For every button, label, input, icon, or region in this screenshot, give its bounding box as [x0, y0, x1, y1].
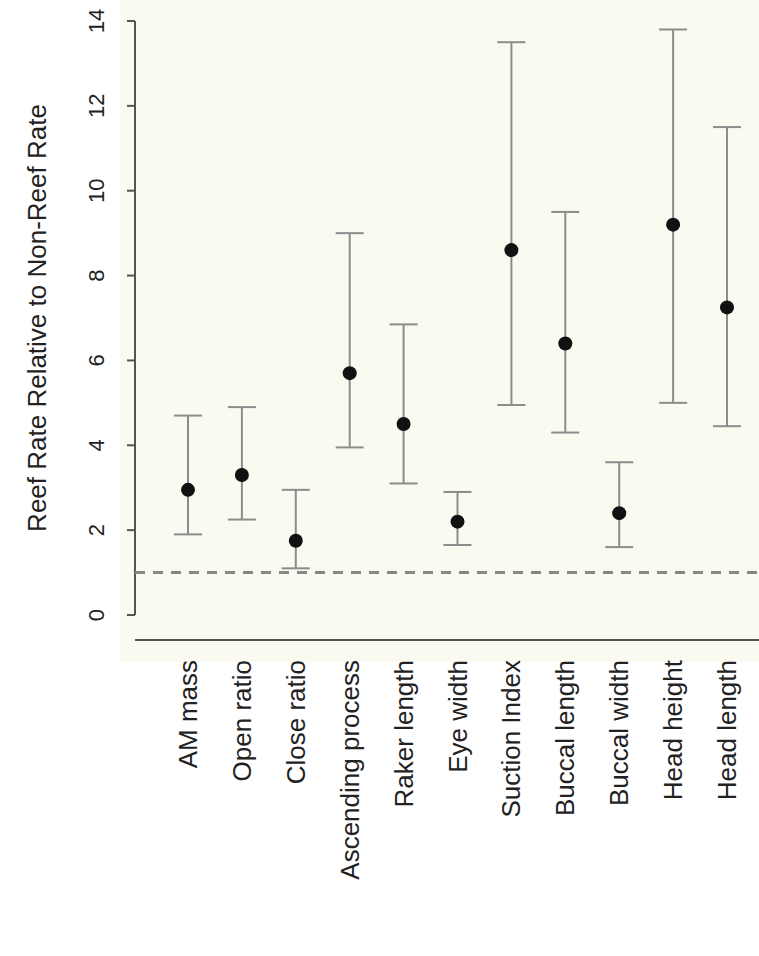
- error-bar-stem: [618, 462, 620, 547]
- error-bar: [497, 42, 525, 405]
- error-bar-cap: [551, 211, 579, 213]
- y-tick: [127, 275, 135, 277]
- y-tick-label: 0: [84, 609, 109, 621]
- y-tick-label: 10: [84, 178, 109, 202]
- error-bar-stem: [403, 324, 405, 483]
- error-bar: [713, 127, 741, 426]
- plot-marks: [135, 29, 759, 572]
- error-bar-cap: [390, 323, 418, 325]
- y-tick-label: 14: [84, 9, 109, 33]
- y-tick-label: 8: [84, 269, 109, 281]
- x-tick-label: Eye width: [443, 660, 473, 773]
- point: [504, 243, 518, 257]
- error-bar-cap: [659, 28, 687, 30]
- y-tick: [127, 359, 135, 361]
- y-axis: [134, 21, 136, 615]
- point: [558, 336, 572, 350]
- x-tick-label: Buccal width: [604, 660, 634, 806]
- x-tick-label: Suction Index: [496, 660, 526, 818]
- error-bar-cap: [174, 415, 202, 417]
- plot-background: [120, 0, 759, 662]
- error-bar-cap: [336, 446, 364, 448]
- error-bar: [174, 416, 202, 535]
- error-bar-cap: [605, 546, 633, 548]
- error-bar-stem: [295, 490, 297, 568]
- x-tick-label: AM mass: [173, 660, 203, 768]
- error-bar-cap: [228, 519, 256, 521]
- x-tick-label: Raker length: [389, 660, 419, 807]
- x-tick-label: Buccal length: [550, 660, 580, 816]
- error-bar-cap: [497, 404, 525, 406]
- error-bar: [390, 324, 418, 483]
- y-tick: [127, 190, 135, 192]
- y-tick-label: 6: [84, 354, 109, 366]
- point: [451, 515, 465, 529]
- y-tick: [127, 529, 135, 531]
- error-bar-cap: [659, 402, 687, 404]
- error-bar-cap: [336, 232, 364, 234]
- x-tick-label: Head height: [658, 659, 688, 800]
- error-bar-stem: [672, 29, 674, 402]
- x-axis: [135, 639, 759, 641]
- error-bar-cap: [713, 425, 741, 427]
- error-bar: [659, 29, 687, 402]
- error-bar-stem: [241, 407, 243, 519]
- error-bar-cap: [282, 489, 310, 491]
- error-bar-stem: [349, 233, 351, 447]
- x-tick-label: Ascending process: [335, 660, 365, 880]
- error-bar: [336, 233, 364, 447]
- point: [612, 506, 626, 520]
- point: [343, 366, 357, 380]
- point: [720, 300, 734, 314]
- error-bar-cap: [282, 567, 310, 569]
- error-bar-cap: [551, 432, 579, 434]
- x-tick-label: Head length: [712, 660, 742, 800]
- error-bar: [444, 492, 472, 545]
- error-bar-cap: [605, 461, 633, 463]
- x-tick-label: Open ratio: [227, 660, 257, 781]
- y-axis-title: Reef Rate Relative to Non-Reef Rate: [22, 104, 52, 532]
- y-tick: [127, 614, 135, 616]
- error-bar-cap: [228, 406, 256, 408]
- reference-line: [135, 571, 759, 574]
- point: [397, 417, 411, 431]
- y-tick-label: 12: [84, 94, 109, 118]
- point: [235, 468, 249, 482]
- error-bar-cap: [444, 544, 472, 546]
- error-bar: [228, 407, 256, 519]
- y-tick: [127, 20, 135, 22]
- y-tick-label: 4: [84, 439, 109, 451]
- error-bar: [282, 490, 310, 568]
- error-bar-cap: [174, 533, 202, 535]
- y-tick: [127, 105, 135, 107]
- y-tick-label: 2: [84, 524, 109, 536]
- point: [666, 218, 680, 232]
- y-tick: [127, 444, 135, 446]
- point: [181, 483, 195, 497]
- error-bar-cap: [713, 126, 741, 128]
- error-bar: [605, 462, 633, 547]
- error-bar-cap: [497, 41, 525, 43]
- error-bar-stem: [564, 212, 566, 433]
- error-bar-stem: [187, 416, 189, 535]
- background: [0, 0, 759, 956]
- x-tick-label: Close ratio: [281, 660, 311, 784]
- error-bar-stem: [510, 42, 512, 405]
- error-bar-cap: [444, 491, 472, 493]
- error-bar-cap: [390, 482, 418, 484]
- point: [289, 534, 303, 548]
- error-bar-stem: [726, 127, 728, 426]
- error-bar: [551, 212, 579, 433]
